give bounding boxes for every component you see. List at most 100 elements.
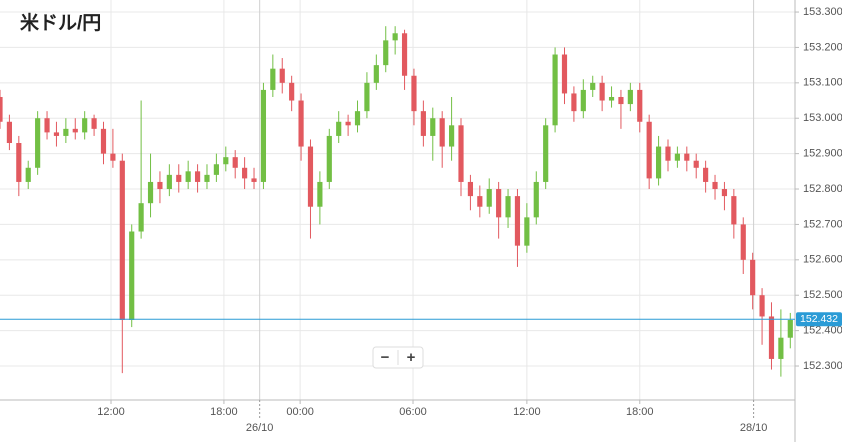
candle-body	[110, 153, 116, 161]
date-label: 28/10	[740, 422, 768, 434]
candle-body	[336, 121, 342, 136]
candle	[768, 302, 775, 370]
candle-body	[703, 167, 709, 182]
candle-body	[543, 125, 549, 182]
candle	[505, 189, 511, 228]
candle	[307, 139, 314, 239]
candle	[110, 128, 116, 168]
x-tick-label: 12:00	[97, 406, 125, 418]
candle-body	[138, 203, 144, 232]
candle	[580, 79, 586, 119]
candle-body	[194, 171, 201, 182]
candle-body	[129, 231, 135, 320]
candle	[223, 146, 229, 172]
zoom-in-button[interactable]: +	[407, 349, 416, 366]
candle-body	[53, 132, 60, 136]
candle-body	[496, 189, 502, 218]
candle	[336, 111, 342, 144]
candle-body	[82, 118, 88, 133]
candle	[740, 217, 746, 274]
candle-body	[364, 82, 370, 112]
candle-body	[486, 189, 492, 207]
candle-body	[637, 89, 643, 122]
candle	[731, 189, 737, 239]
candle	[383, 26, 389, 73]
candle-body	[16, 143, 22, 182]
candle	[778, 309, 784, 377]
candle	[364, 72, 370, 119]
candle-body	[787, 320, 793, 338]
candle-body	[317, 181, 323, 207]
y-tick-label: 153.000	[803, 112, 842, 124]
x-tick-label: 12:00	[513, 406, 541, 418]
candle-body	[561, 54, 568, 94]
y-tick-label: 152.600	[803, 254, 842, 266]
x-tick-label: 06:00	[399, 406, 427, 418]
zoom-out-button[interactable]: −	[381, 349, 390, 366]
date-label: 26/10	[246, 422, 274, 434]
candle-body	[242, 167, 248, 179]
candle-body	[6, 121, 12, 144]
candle	[665, 139, 671, 172]
candle	[354, 100, 361, 133]
candle	[53, 121, 60, 147]
candle-body	[35, 118, 41, 168]
candle-body	[571, 93, 577, 112]
candle	[750, 252, 756, 310]
candle-body	[166, 174, 172, 190]
candle-body	[750, 259, 756, 296]
candle	[449, 96, 455, 161]
candle-body	[674, 153, 680, 161]
candle-body	[25, 167, 31, 182]
y-tick-label: 152.800	[803, 183, 842, 195]
candle	[458, 118, 464, 197]
candles	[0, 26, 793, 377]
candle-body	[260, 89, 267, 182]
candle	[345, 114, 351, 136]
grid	[0, 0, 795, 400]
candle	[317, 171, 323, 225]
candle	[6, 114, 12, 151]
candle	[25, 160, 31, 190]
last-price-label: 152.432	[800, 313, 838, 325]
candle-body	[401, 33, 408, 76]
candle-body	[91, 118, 97, 129]
candle-body	[646, 121, 652, 179]
candle-body	[514, 196, 521, 246]
candle-body	[44, 118, 50, 133]
y-tick-label: 152.700	[803, 218, 842, 230]
candle-body	[458, 125, 464, 182]
candle	[514, 189, 521, 267]
candle-body	[477, 196, 483, 207]
candle	[392, 26, 398, 55]
candle-body	[298, 100, 304, 147]
candle-body	[439, 118, 445, 147]
y-tick-label: 152.900	[803, 148, 842, 160]
candle	[185, 160, 191, 190]
candle-body	[289, 82, 295, 101]
candle	[655, 135, 662, 186]
candle	[129, 224, 135, 328]
candle-body	[759, 295, 765, 317]
candle-body	[119, 160, 125, 320]
candle-body	[213, 164, 219, 175]
candle	[63, 118, 69, 144]
candle	[138, 100, 144, 239]
candle-body	[63, 128, 69, 136]
candle	[524, 203, 530, 253]
candle	[176, 164, 182, 193]
candle-body	[467, 181, 474, 197]
candle	[411, 68, 417, 126]
candle	[232, 150, 238, 179]
candle	[496, 181, 502, 239]
candle	[477, 185, 483, 218]
candle	[561, 47, 568, 105]
candle-body	[326, 135, 332, 182]
candle	[166, 164, 172, 197]
candle-body	[392, 33, 398, 41]
candle-body	[449, 125, 455, 147]
candle-body	[580, 89, 586, 112]
x-tick-label: 18:00	[210, 406, 238, 418]
candle-body	[524, 217, 530, 246]
candle-body	[712, 181, 718, 190]
